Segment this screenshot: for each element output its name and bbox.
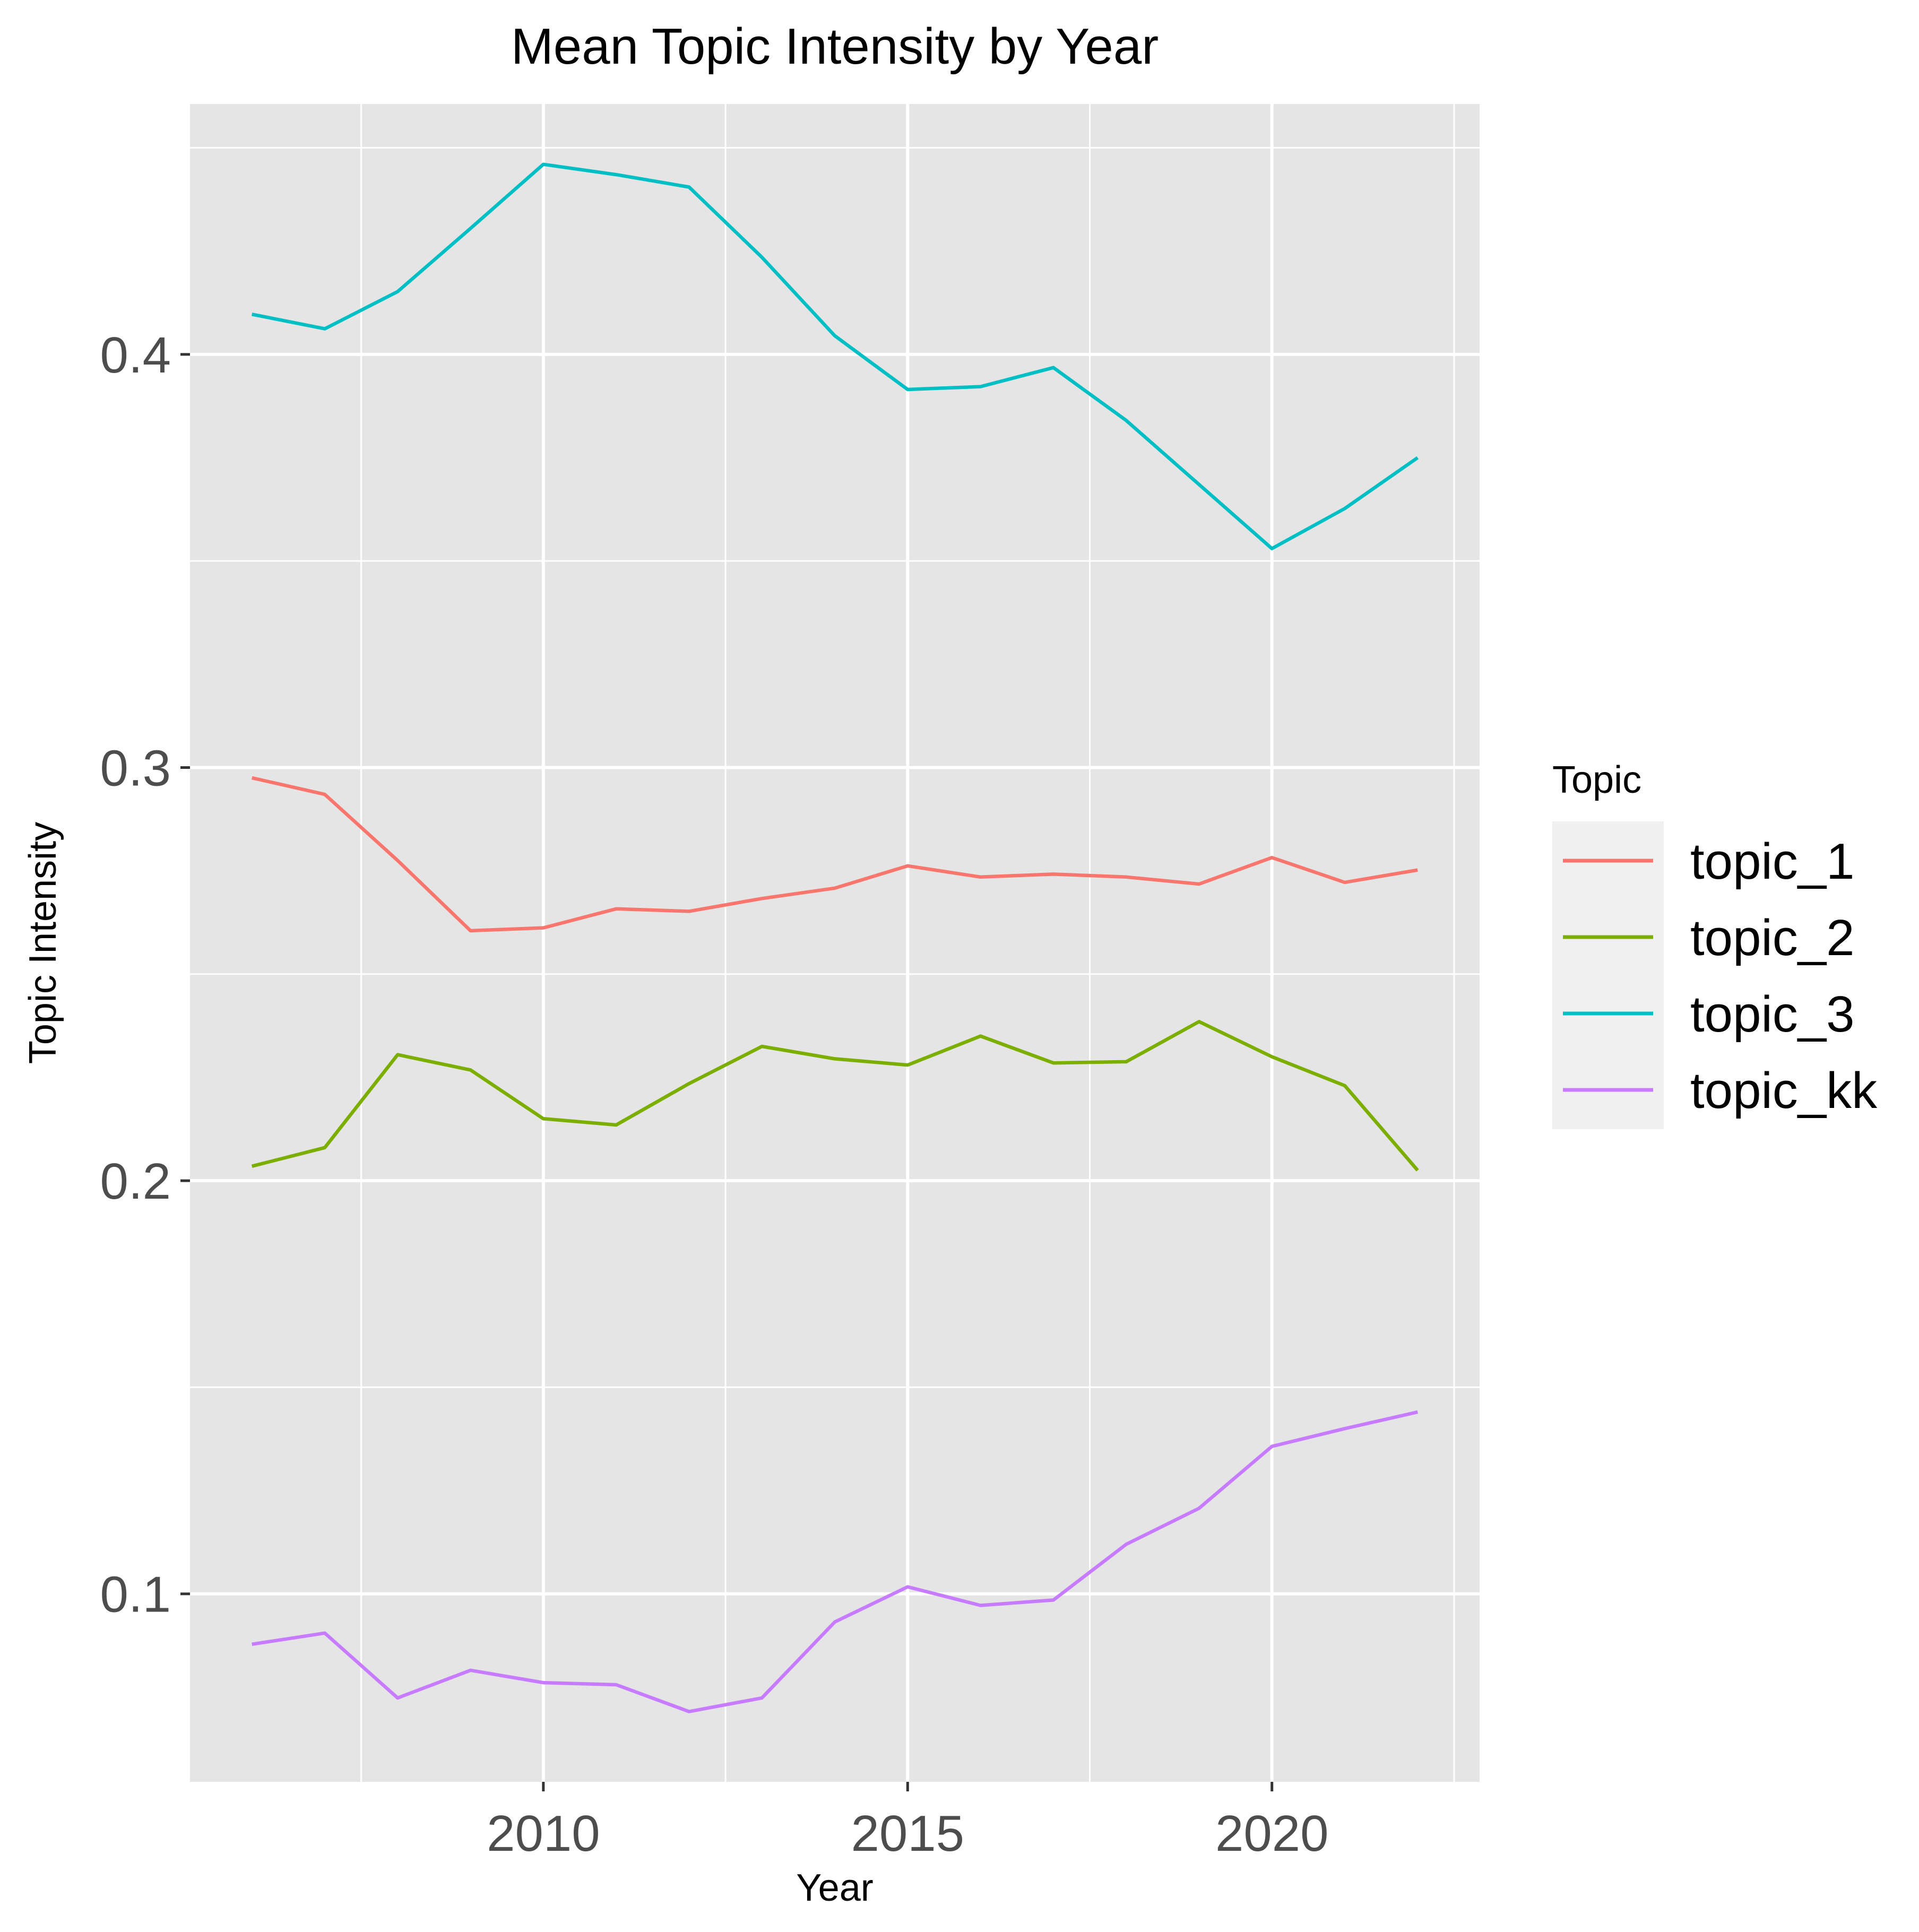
x-axis-title: Year <box>796 1867 873 1909</box>
x-tick-label: 2015 <box>851 1805 965 1862</box>
legend-title: Topic <box>1552 759 1641 801</box>
legend-key-background <box>1552 821 1664 1129</box>
panel-background <box>190 104 1480 1782</box>
series-line-topic_kk <box>252 1410 1419 1713</box>
series-line-topic_3 <box>252 162 1419 551</box>
chart-title: Mean Topic Intensity by Year <box>511 18 1159 75</box>
series-line-topic_1 <box>251 776 1418 933</box>
y-axis-title: Topic Intensity <box>22 822 64 1064</box>
x-tick-label: 2010 <box>487 1805 600 1862</box>
legend-label-topic_kk: topic_kk <box>1690 1062 1878 1119</box>
grid <box>190 104 1480 1782</box>
y-tick-label: 0.3 <box>100 740 171 796</box>
x-tick-label: 2020 <box>1215 1805 1329 1862</box>
legend-label-topic_2: topic_2 <box>1690 909 1855 966</box>
y-tick-label: 0.4 <box>100 327 171 384</box>
series-line-topic_2 <box>251 1020 1419 1172</box>
legend-label-topic_1: topic_1 <box>1690 833 1855 890</box>
series-lines <box>251 162 1419 1713</box>
axes: 2010 2015 2020 0.1 0.2 0.3 0.4 <box>100 327 1329 1862</box>
y-tick-label: 0.1 <box>100 1566 171 1623</box>
y-tick-label: 0.2 <box>100 1153 171 1210</box>
legend: Topic topic_1 topic_2 topic_3 topic_kk <box>1552 759 1878 1129</box>
legend-label-topic_3: topic_3 <box>1690 986 1855 1043</box>
